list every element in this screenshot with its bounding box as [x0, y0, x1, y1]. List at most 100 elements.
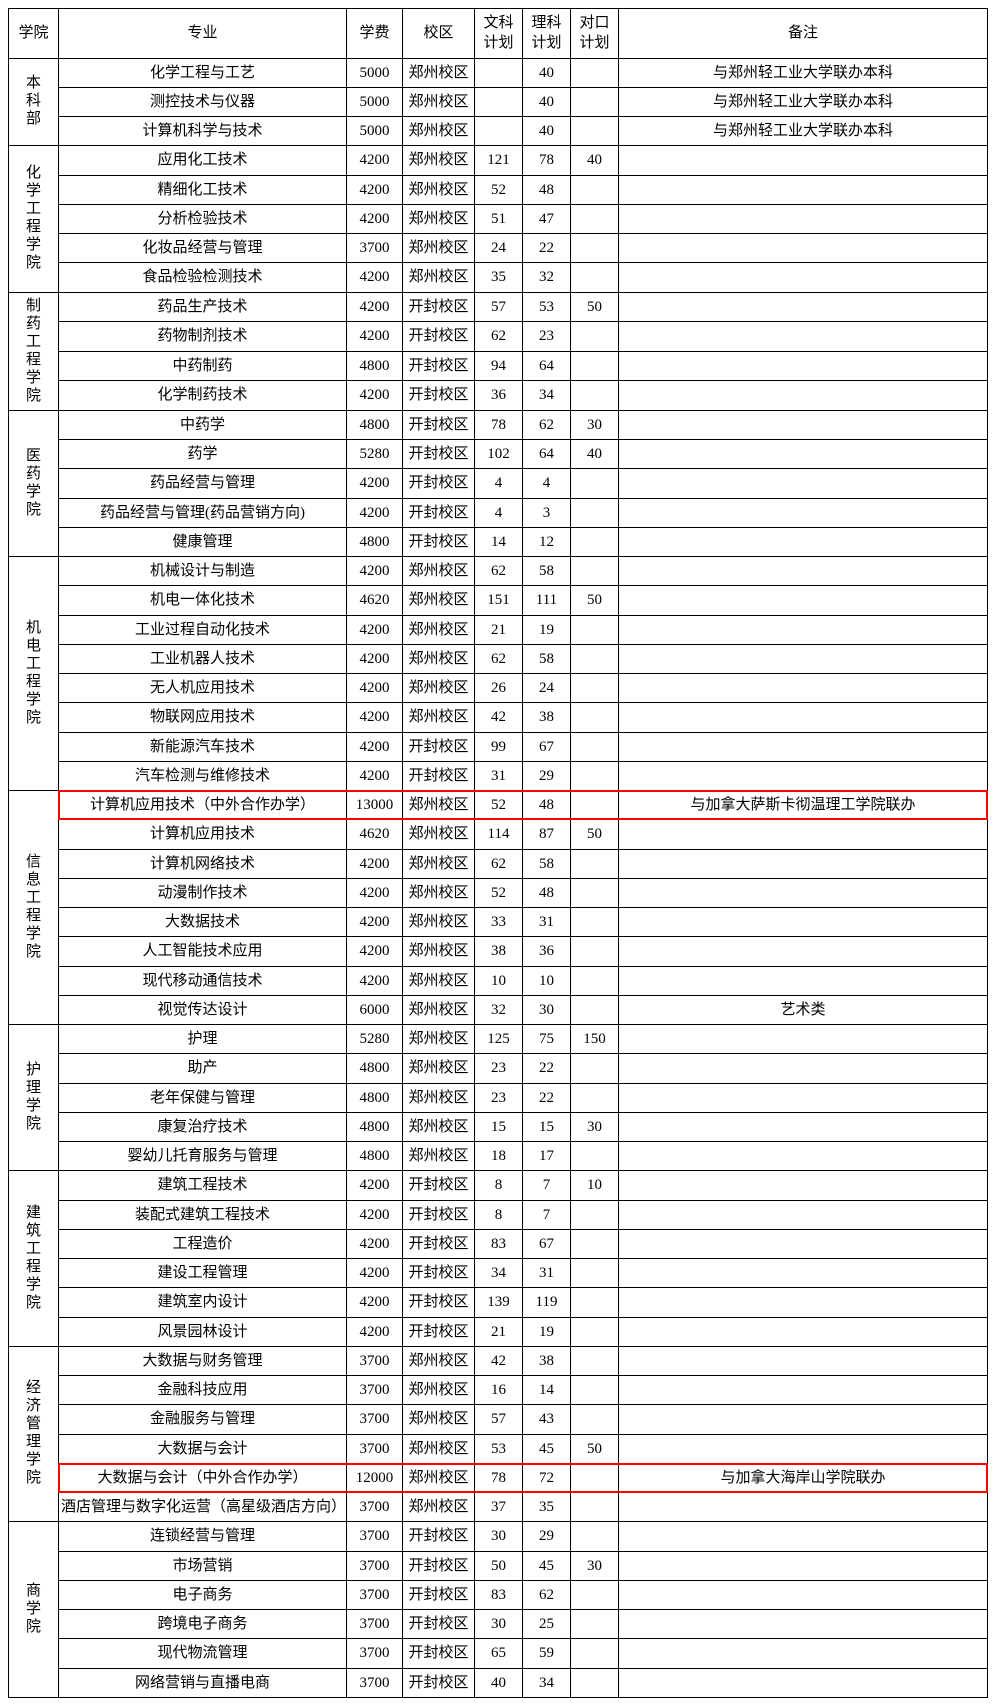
note-cell [619, 1142, 988, 1171]
dui-cell [571, 1376, 619, 1405]
dui-cell [571, 87, 619, 116]
table-row: 商学院连锁经营与管理3700开封校区3029 [9, 1522, 988, 1551]
note-cell [619, 1551, 988, 1580]
table-row: 健康管理4800开封校区1412 [9, 527, 988, 556]
major-cell: 计算机科学与技术 [59, 117, 347, 146]
dui-cell: 50 [571, 820, 619, 849]
dui-cell [571, 527, 619, 556]
note-cell [619, 1405, 988, 1434]
dui-cell [571, 322, 619, 352]
fee-cell: 3700 [347, 1551, 403, 1580]
table-row: 市场营销3700开封校区504530 [9, 1551, 988, 1580]
dui-cell [571, 1054, 619, 1083]
dui-cell: 10 [571, 1171, 619, 1200]
campus-cell: 郑州校区 [403, 1376, 475, 1405]
major-cell: 酒店管理与数字化运营（高星级酒店方向） [59, 1493, 347, 1522]
li-cell: 31 [523, 908, 571, 937]
fee-cell: 4200 [347, 381, 403, 411]
major-cell: 分析检验技术 [59, 204, 347, 233]
wen-cell: 50 [475, 1551, 523, 1580]
fee-cell: 4800 [347, 1142, 403, 1171]
note-cell [619, 351, 988, 381]
li-cell: 10 [523, 966, 571, 995]
table-row: 大数据技术4200郑州校区3331 [9, 908, 988, 937]
dui-cell [571, 615, 619, 644]
li-cell: 75 [523, 1025, 571, 1054]
table-row: 建设工程管理4200开封校区3431 [9, 1259, 988, 1288]
li-cell: 36 [523, 937, 571, 966]
li-cell: 38 [523, 1346, 571, 1375]
dui-cell [571, 557, 619, 586]
table-row: 医药学院中药学4800开封校区786230 [9, 410, 988, 439]
table-row: 计算机应用技术4620郑州校区1148750 [9, 820, 988, 849]
major-cell: 现代移动通信技术 [59, 966, 347, 995]
fee-cell: 4200 [347, 703, 403, 732]
table-row: 网络营销与直播电商3700开封校区4034 [9, 1668, 988, 1697]
table-row: 金融服务与管理3700郑州校区5743 [9, 1405, 988, 1434]
note-cell [619, 469, 988, 498]
note-cell [619, 732, 988, 761]
campus-cell: 开封校区 [403, 322, 475, 352]
table-row: 经济管理学院大数据与财务管理3700郑州校区4238 [9, 1346, 988, 1375]
table-row: 测控技术与仪器5000郑州校区40与郑州轻工业大学联办本科 [9, 87, 988, 116]
fee-cell: 3700 [347, 1639, 403, 1668]
dui-cell [571, 175, 619, 204]
fee-cell: 4200 [347, 761, 403, 790]
table-row: 化学工程学院应用化工技术4200郑州校区1217840 [9, 146, 988, 175]
note-cell [619, 1317, 988, 1346]
fee-cell: 4200 [347, 322, 403, 352]
col-header-dui: 对口计划 [571, 9, 619, 59]
major-cell: 中药学 [59, 410, 347, 439]
major-cell: 化学工程与工艺 [59, 58, 347, 87]
major-cell: 工业过程自动化技术 [59, 615, 347, 644]
table-row: 助产4800郑州校区2322 [9, 1054, 988, 1083]
li-cell: 14 [523, 1376, 571, 1405]
li-cell: 22 [523, 234, 571, 263]
campus-cell: 郑州校区 [403, 674, 475, 703]
li-cell: 67 [523, 1229, 571, 1258]
wen-cell: 121 [475, 146, 523, 175]
dui-cell [571, 498, 619, 527]
li-cell: 29 [523, 1522, 571, 1551]
wen-cell [475, 87, 523, 116]
note-cell [619, 292, 988, 322]
major-cell: 药品经营与管理(药品营销方向) [59, 498, 347, 527]
note-cell [619, 440, 988, 469]
major-cell: 中药制药 [59, 351, 347, 381]
note-cell [619, 966, 988, 995]
major-cell: 药品经营与管理 [59, 469, 347, 498]
li-cell: 40 [523, 87, 571, 116]
table-row: 分析检验技术4200郑州校区5147 [9, 204, 988, 233]
note-cell [619, 937, 988, 966]
campus-cell: 开封校区 [403, 761, 475, 790]
wen-cell: 4 [475, 469, 523, 498]
fee-cell: 3700 [347, 1493, 403, 1522]
fee-cell: 3700 [347, 1522, 403, 1551]
fee-cell: 4200 [347, 292, 403, 322]
campus-cell: 开封校区 [403, 1668, 475, 1697]
note-cell [619, 849, 988, 878]
fee-cell: 3700 [347, 234, 403, 263]
wen-cell: 23 [475, 1054, 523, 1083]
wen-cell: 114 [475, 820, 523, 849]
li-cell: 64 [523, 440, 571, 469]
campus-cell: 开封校区 [403, 527, 475, 556]
fee-cell: 4620 [347, 820, 403, 849]
li-cell: 12 [523, 527, 571, 556]
wen-cell: 62 [475, 322, 523, 352]
dui-cell: 30 [571, 1112, 619, 1141]
note-cell [619, 674, 988, 703]
campus-cell: 开封校区 [403, 732, 475, 761]
table-row: 信息工程学院计算机应用技术（中外合作办学）13000郑州校区5248与加拿大萨斯… [9, 791, 988, 820]
fee-cell: 4200 [347, 937, 403, 966]
wen-cell: 32 [475, 995, 523, 1024]
campus-cell: 开封校区 [403, 292, 475, 322]
dui-cell [571, 644, 619, 673]
fee-cell: 4200 [347, 204, 403, 233]
fee-cell: 4200 [347, 498, 403, 527]
li-cell: 48 [523, 175, 571, 204]
major-cell: 风景园林设计 [59, 1317, 347, 1346]
enrollment-plan-table: 学院 专业 学费 校区 文科计划 理科计划 对口计划 备注 本科部化学工程与工艺… [8, 8, 988, 1698]
table-row: 大数据与会计（中外合作办学）12000郑州校区7872与加拿大海岸山学院联办 [9, 1463, 988, 1492]
major-cell: 物联网应用技术 [59, 703, 347, 732]
